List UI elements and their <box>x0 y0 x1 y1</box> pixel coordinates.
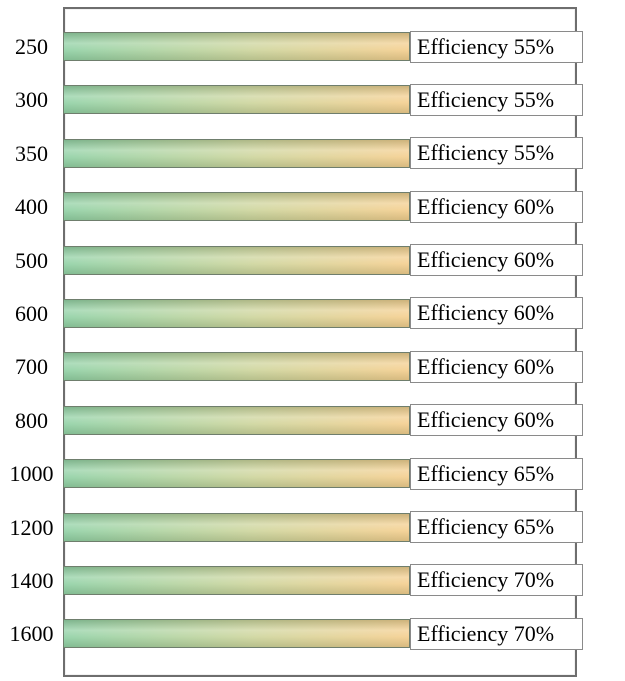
bar-label-box: Efficiency 60% <box>410 190 583 223</box>
bar-label: Efficiency 55% <box>417 86 555 112</box>
chart-row: 1600 Efficiency 70% <box>0 617 625 650</box>
chart-rows: 250 Efficiency 55% 300 Efficiency 55% 35… <box>0 30 625 650</box>
bar-label: Efficiency 60% <box>417 407 555 433</box>
bar-label: Efficiency 60% <box>417 247 555 273</box>
category-label: 1000 <box>9 461 54 487</box>
chart-row: 1000 Efficiency 65% <box>0 457 625 490</box>
chart-row: 800 Efficiency 60% <box>0 404 625 437</box>
category-label: 1400 <box>9 567 54 593</box>
bar-label-box: Efficiency 60% <box>410 350 583 383</box>
bar-label: Efficiency 70% <box>417 567 555 593</box>
efficiency-bar <box>63 32 410 61</box>
category-label: 300 <box>15 87 48 113</box>
category-label: 350 <box>15 140 48 166</box>
bar-label-box: Efficiency 60% <box>410 297 583 330</box>
chart-row: 350 Efficiency 55% <box>0 137 625 170</box>
efficiency-bar <box>63 85 410 115</box>
category-label: 800 <box>15 407 48 433</box>
chart-row: 1400 Efficiency 70% <box>0 564 625 597</box>
bar-label: Efficiency 55% <box>417 140 555 166</box>
chart-row: 500 Efficiency 60% <box>0 244 625 277</box>
bar-label: Efficiency 60% <box>417 300 555 326</box>
efficiency-bar <box>63 352 410 382</box>
bar-label-box: Efficiency 55% <box>410 30 583 63</box>
efficiency-bar <box>63 405 410 435</box>
efficiency-bar <box>63 512 410 542</box>
bar-label-box: Efficiency 65% <box>410 511 583 544</box>
bar-label-box: Efficiency 60% <box>410 404 583 437</box>
efficiency-bar <box>63 192 410 222</box>
efficiency-bar <box>63 619 410 649</box>
category-label: 600 <box>15 300 48 326</box>
chart-row: 700 Efficiency 60% <box>0 350 625 383</box>
chart-row: 250 Efficiency 55% <box>0 30 625 63</box>
bar-label-box: Efficiency 65% <box>410 457 583 490</box>
category-label: 400 <box>15 194 48 220</box>
bar-label-box: Efficiency 55% <box>410 83 583 116</box>
bar-label: Efficiency 70% <box>417 620 555 646</box>
category-label: 700 <box>15 354 48 380</box>
chart-row: 400 Efficiency 60% <box>0 190 625 223</box>
bar-label: Efficiency 60% <box>417 353 555 379</box>
efficiency-bar <box>63 138 410 168</box>
efficiency-bar <box>63 298 410 328</box>
bar-label-box: Efficiency 60% <box>410 244 583 277</box>
bar-label: Efficiency 65% <box>417 514 555 540</box>
bar-label: Efficiency 65% <box>417 460 555 486</box>
chart-row: 300 Efficiency 55% <box>0 83 625 116</box>
chart-row: 600 Efficiency 60% <box>0 297 625 330</box>
efficiency-bar <box>63 565 410 595</box>
plot-frame <box>63 7 577 677</box>
bar-label-box: Efficiency 70% <box>410 564 583 597</box>
bar-label-box: Efficiency 55% <box>410 137 583 170</box>
bar-label: Efficiency 60% <box>417 193 555 219</box>
category-label: 1600 <box>9 621 54 647</box>
chart-row: 1200 Efficiency 65% <box>0 511 625 544</box>
bar-label-box: Efficiency 70% <box>410 617 583 650</box>
efficiency-bar <box>63 459 410 489</box>
category-label: 250 <box>15 34 48 59</box>
bar-label: Efficiency 55% <box>417 33 555 59</box>
category-label: 500 <box>15 247 48 273</box>
efficiency-bar <box>63 245 410 275</box>
category-label: 1200 <box>9 514 54 540</box>
